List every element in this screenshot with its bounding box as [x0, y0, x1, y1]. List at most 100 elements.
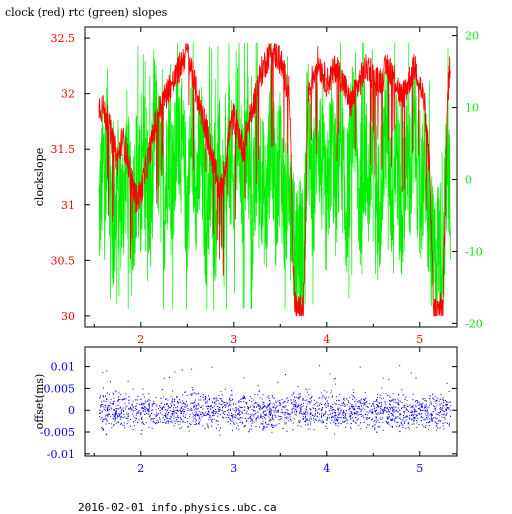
offset-point [436, 426, 438, 428]
offset-point [113, 425, 114, 426]
offset-point [135, 406, 137, 408]
offset-point [402, 415, 404, 416]
offset-point [156, 422, 158, 424]
offset-point [286, 412, 288, 414]
offset-point [173, 411, 175, 413]
offset-point [179, 417, 181, 418]
offset-point [176, 396, 178, 398]
offset-point [141, 402, 143, 404]
offset-point [130, 419, 131, 420]
offset-point [114, 412, 116, 414]
offset-point [397, 415, 399, 417]
bottom-y-axis-label: offset(ms) [33, 374, 46, 430]
offset-point [157, 408, 159, 409]
offset-point [366, 427, 368, 428]
offset-point [264, 406, 266, 408]
offset-point [148, 393, 150, 395]
offset-point [308, 401, 310, 402]
offset-point [125, 406, 127, 408]
offset-point [425, 403, 427, 405]
offset-point [369, 409, 371, 411]
offset-point [441, 409, 443, 411]
offset-point [177, 402, 179, 404]
offset-point [446, 410, 447, 411]
offset-point [427, 411, 429, 413]
offset-point [371, 419, 373, 421]
offset-point [101, 411, 103, 413]
offset-point [273, 398, 275, 399]
offset-point [288, 412, 290, 414]
offset-point [156, 412, 158, 414]
offset-point [427, 413, 429, 415]
offset-point [357, 407, 359, 409]
offset-point [266, 407, 267, 409]
offset-point [385, 421, 387, 422]
offset-point [362, 407, 364, 409]
offset-point [177, 421, 179, 423]
offset-point [333, 402, 335, 404]
offset-point [395, 422, 397, 424]
offset-point [99, 409, 101, 411]
offset-point [256, 406, 258, 408]
offset-point [430, 420, 432, 422]
offset-point [175, 417, 177, 418]
offset-point [180, 427, 182, 428]
offset-point [368, 424, 370, 426]
offset-point [286, 422, 288, 424]
offset-point [189, 393, 191, 395]
offset-point [437, 428, 439, 430]
offset-point [142, 410, 144, 412]
offset-point [382, 412, 384, 414]
offset-point [376, 404, 378, 406]
offset-point [285, 405, 287, 407]
offset-point [384, 407, 386, 409]
offset-point [269, 418, 271, 420]
offset-point [386, 422, 388, 423]
offset-point [422, 398, 424, 400]
offset-point [339, 407, 341, 409]
offset-point [337, 407, 339, 409]
offset-point [231, 390, 233, 391]
offset-point [447, 408, 449, 409]
offset-point [412, 412, 414, 414]
offset-point [115, 411, 117, 413]
offset-point [115, 414, 116, 416]
offset-point [267, 396, 269, 398]
offset-point [355, 399, 357, 401]
offset-point [331, 412, 333, 414]
offset-point [443, 410, 445, 412]
offset-point [393, 411, 395, 413]
offset-point [195, 415, 196, 417]
top-y2-tick-label: 20 [465, 30, 479, 43]
offset-point [377, 405, 378, 406]
offset-point [389, 409, 391, 411]
offset-point [252, 420, 253, 422]
offset-point [211, 420, 213, 422]
offset-point [124, 416, 126, 418]
offset-point [300, 404, 302, 406]
offset-point [389, 400, 390, 402]
offset-point [372, 411, 374, 413]
offset-point [253, 399, 255, 401]
offset-point [359, 408, 361, 410]
bottom-y-tick-label: 0.01 [51, 361, 76, 374]
offset-point [333, 411, 335, 413]
offset-point [148, 410, 150, 412]
offset-point [184, 411, 185, 412]
offset-point [391, 426, 393, 428]
offset-point [155, 396, 157, 398]
offset-point [326, 419, 328, 421]
offset-point [237, 408, 239, 410]
offset-point [358, 406, 360, 408]
offset-point [196, 408, 198, 410]
offset-point [412, 399, 414, 401]
offset-point [417, 417, 419, 419]
offset-point [291, 408, 293, 410]
offset-point [173, 403, 175, 405]
offset-point [249, 429, 250, 431]
offset-point [291, 394, 293, 396]
offset-point [371, 426, 373, 428]
offset-point [123, 414, 125, 416]
offset-point [170, 403, 172, 405]
offset-point [115, 413, 117, 415]
